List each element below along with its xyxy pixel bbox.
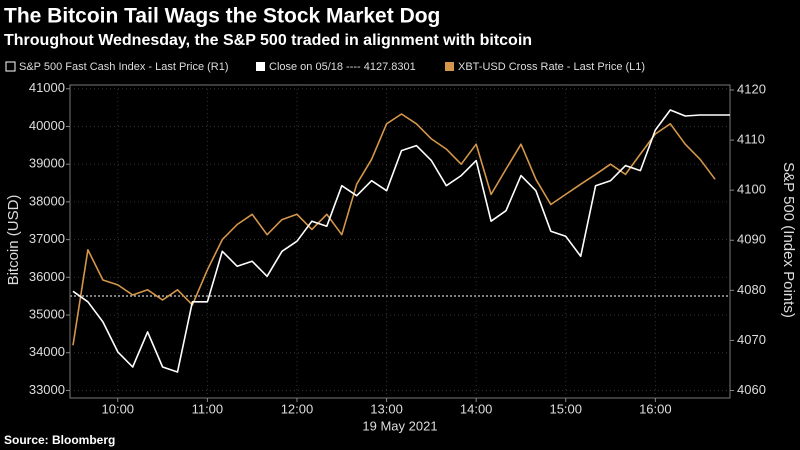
y2-axis-title: S&P 500 (Index Points) (780, 162, 797, 318)
y-tick-label: 35000 (29, 306, 65, 321)
y-axis-title: Bitcoin (USD) (5, 195, 22, 286)
legend-label: S&P 500 Fast Cash Index - Last Price (R1… (19, 61, 229, 73)
legend-label: XBT-USD Cross Rate - Last Price (L1) (458, 61, 645, 73)
legend-label: Close on 05/18 ---- 4127.8301 (269, 61, 416, 73)
chart-subtitle: Throughout Wednesday, the S&P 500 traded… (4, 32, 532, 49)
x-tick-label: 16:00 (639, 401, 672, 416)
x-tick-label: 12:00 (281, 401, 314, 416)
legend-swatch (5, 61, 16, 72)
y-tick-label: 37000 (29, 231, 65, 246)
y-tick-label: 36000 (29, 269, 65, 284)
x-axis-title: 19 May 2021 (362, 418, 437, 433)
plot-frame (69, 84, 731, 399)
x-tick-label: 14:00 (460, 401, 493, 416)
series-line (72, 113, 716, 346)
y2-tick-label: 4080 (737, 282, 766, 297)
y-tick-label: 40000 (29, 118, 65, 133)
y-tick-label: 39000 (29, 156, 65, 171)
y2-tick-label: 4070 (737, 332, 766, 347)
y2-tick-label: 4120 (737, 81, 766, 96)
y-tick-label: 41000 (29, 80, 65, 95)
chart-title: The Bitcoin Tail Wags the Stock Market D… (4, 5, 440, 28)
x-tick-label: 10:00 (102, 401, 135, 416)
x-tick-label: 11:00 (192, 401, 224, 416)
y-tick-label: 33000 (29, 382, 65, 397)
legend: S&P 500 Fast Cash Index - Last Price (R1… (5, 61, 645, 73)
legend-swatch (256, 62, 265, 71)
series-line (72, 109, 730, 373)
y2-tick-label: 4100 (737, 182, 766, 197)
x-tick-label: 13:00 (370, 401, 403, 416)
y-tick-label: 34000 (29, 344, 65, 359)
y-tick-label: 38000 (29, 193, 65, 208)
y2-tick-label: 4110 (737, 132, 765, 147)
source: Source: Bloomberg (4, 433, 115, 447)
y2-tick-label: 4090 (737, 232, 766, 247)
x-tick-label: 15:00 (549, 401, 582, 416)
y2-tick-label: 4060 (737, 382, 766, 397)
legend-swatch (445, 62, 454, 71)
